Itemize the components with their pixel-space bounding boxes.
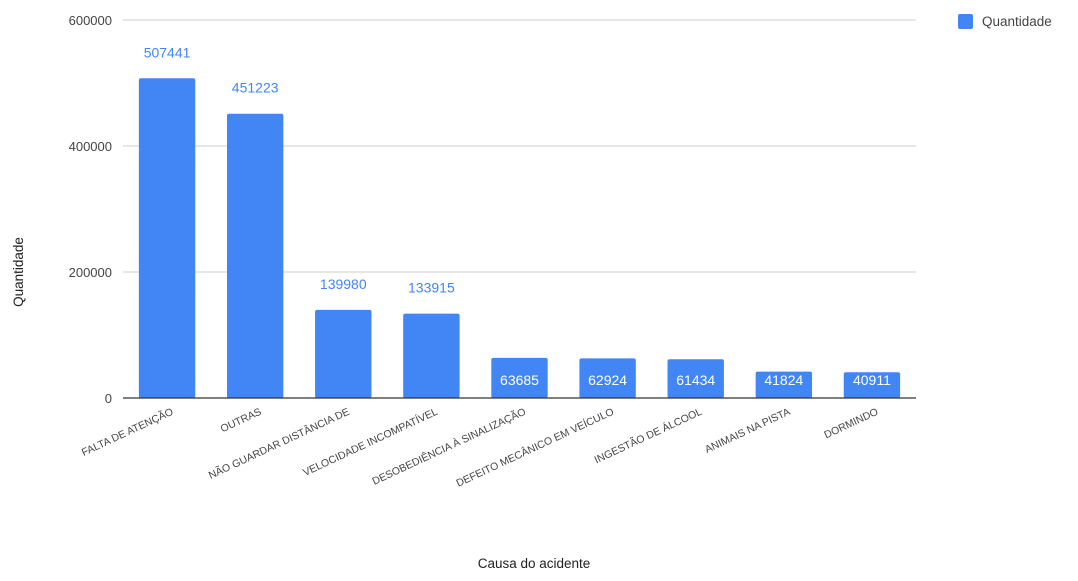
data-label: 133915 <box>408 280 455 296</box>
data-label: 507441 <box>144 44 191 60</box>
x-tick-label: VELOCIDADE INCOMPATÍVEL <box>301 405 440 479</box>
data-label: 41824 <box>764 372 803 388</box>
data-labels: 507441 451223 139980 133915 63685 62924 61434 4… <box>144 44 891 388</box>
bar <box>667 359 724 398</box>
bar <box>579 358 636 398</box>
data-label: 61434 <box>676 372 715 388</box>
y-tick-label: 0 <box>105 391 112 406</box>
bars <box>138 78 901 399</box>
y-axis-ticks: 0 200000 400000 600000 <box>69 13 112 406</box>
data-label: 40911 <box>853 372 891 388</box>
bar <box>315 309 372 398</box>
bar <box>491 357 548 398</box>
x-tick-label: DORMINDO <box>822 406 880 442</box>
x-tick-label: ANIMAIS NA PISTA <box>703 406 792 456</box>
bar <box>138 78 196 399</box>
bar <box>755 371 813 398</box>
y-tick-label: 400000 <box>69 139 112 154</box>
data-label: 139980 <box>320 276 367 292</box>
data-label: 451223 <box>232 80 279 96</box>
bar <box>843 372 901 398</box>
legend: Quantidade <box>958 14 1052 29</box>
legend-swatch <box>958 14 973 29</box>
bar <box>226 113 284 399</box>
x-tick-label: DESOBEDIÊNCIA À SINALIZAÇÃO <box>370 405 528 488</box>
x-axis-title: Causa do acidente <box>478 556 591 571</box>
y-axis-title: Quantidade <box>11 237 26 307</box>
x-tick-label: DEFEITO MECÂNICO EM VEÍCULO <box>454 405 616 490</box>
data-label: 62924 <box>588 372 627 388</box>
data-label: 63685 <box>500 372 539 388</box>
bar <box>403 313 460 398</box>
x-tick-label: FALTA DE ATENÇÃO <box>79 405 175 459</box>
y-tick-label: 200000 <box>69 265 112 280</box>
y-tick-label: 600000 <box>69 13 112 28</box>
x-tick-label: NÃO GUARDAR DISTÂNCIA DE <box>206 405 351 482</box>
legend-label: Quantidade <box>982 14 1052 29</box>
x-tick-label: OUTRAS <box>219 406 264 435</box>
